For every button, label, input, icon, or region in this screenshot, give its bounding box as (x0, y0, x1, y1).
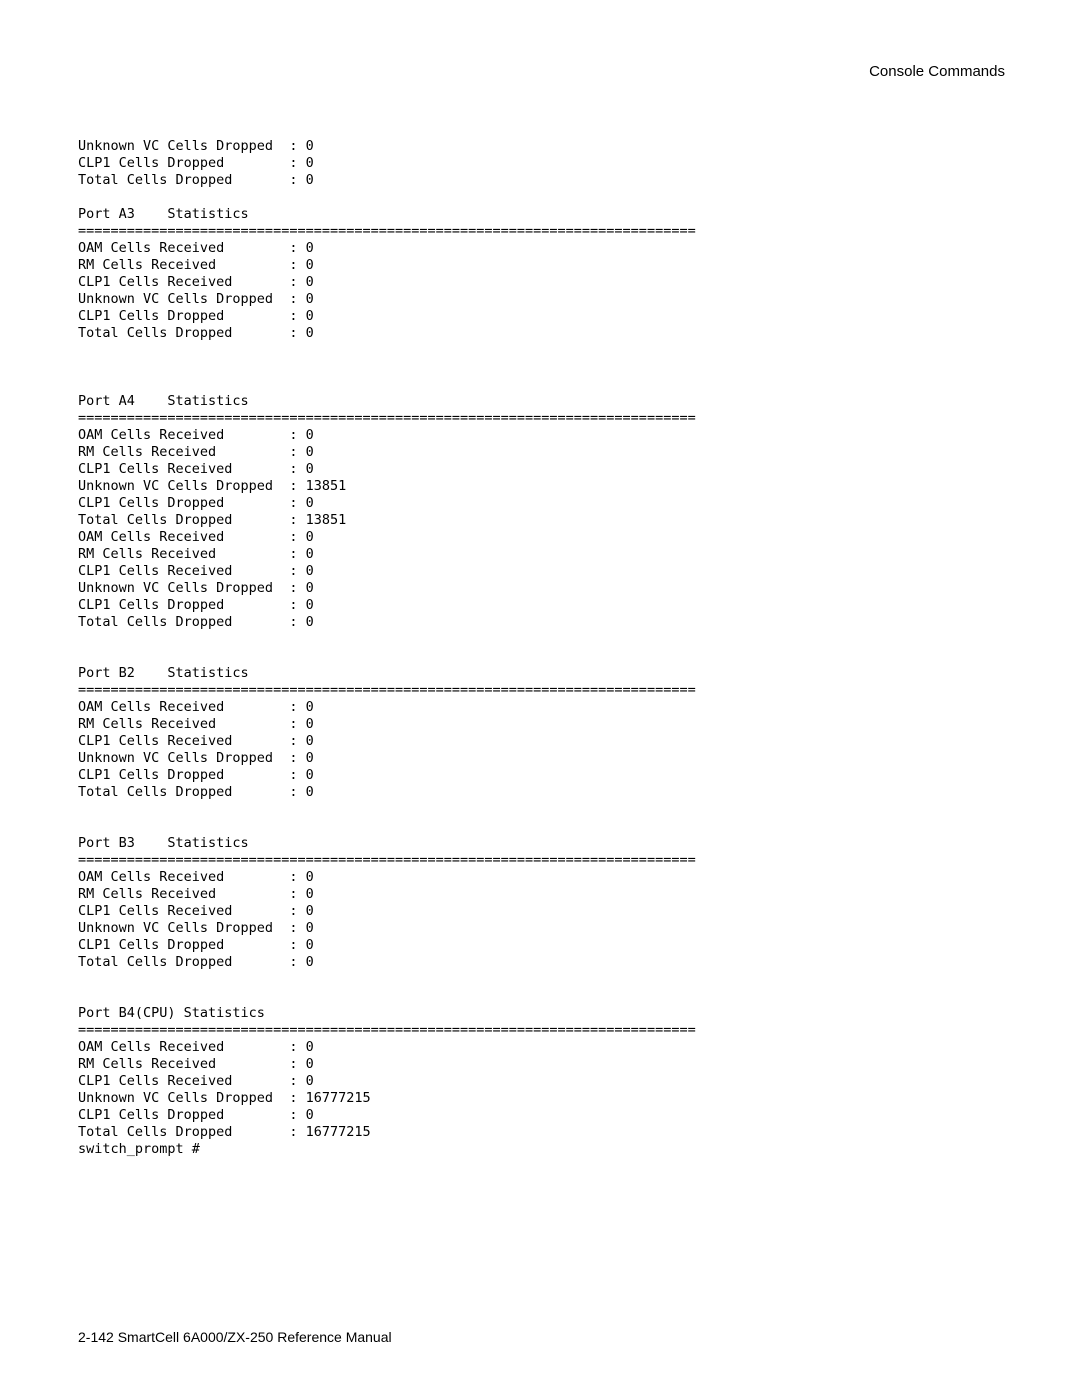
page: Console Commands Unknown VC Cells Droppe… (0, 0, 1080, 1397)
page-footer: 2-142 SmartCell 6A000/ZX-250 Reference M… (78, 1329, 392, 1345)
page-header-title: Console Commands (78, 63, 1005, 80)
console-output: Unknown VC Cells Dropped : 0 CLP1 Cells … (78, 138, 1005, 1158)
